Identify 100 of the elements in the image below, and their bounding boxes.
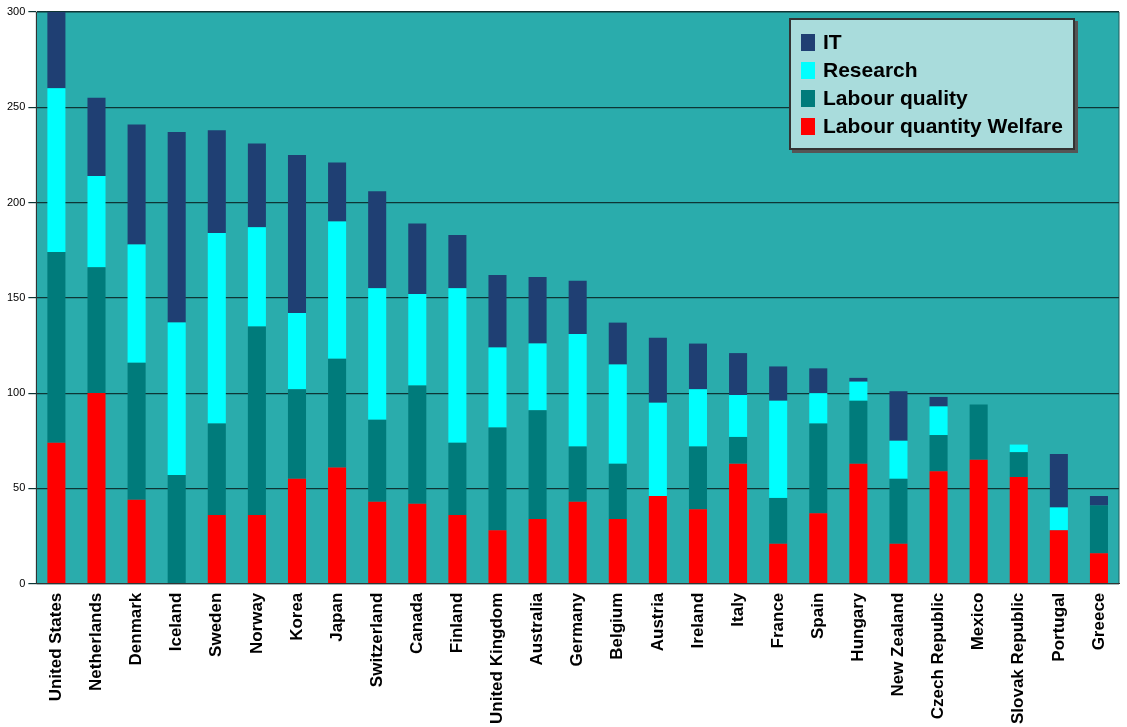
bar [929, 435, 948, 472]
bar [608, 463, 627, 519]
bar [1009, 476, 1028, 584]
bar [328, 467, 347, 584]
bar [688, 509, 707, 584]
x-tick-label: Canada [406, 592, 426, 655]
bar [769, 400, 788, 498]
bar [328, 162, 347, 222]
bar [368, 419, 387, 502]
x-tick-label: Switzerland [366, 592, 386, 688]
bar [568, 501, 587, 584]
x-tick-label: Mexico [968, 592, 988, 651]
bar [127, 499, 146, 584]
bar [287, 478, 307, 584]
x-tick-label: Iceland [166, 592, 186, 652]
bar [1009, 452, 1028, 477]
bar [488, 427, 507, 531]
bar [87, 393, 106, 584]
bar [287, 389, 307, 479]
bar [969, 404, 988, 460]
bar [608, 518, 627, 584]
x-tick-label: Australia [527, 592, 547, 666]
x-tick-label: Korea [286, 592, 306, 641]
bar [167, 322, 186, 476]
bar [247, 515, 266, 584]
bar [87, 97, 106, 176]
bar [167, 475, 186, 584]
x-tick-label: New Zealand [888, 592, 908, 697]
bar [328, 221, 347, 359]
bar [368, 501, 387, 584]
bar [688, 343, 707, 390]
bar [408, 223, 427, 295]
bar [729, 436, 748, 464]
legend-label: Research [823, 58, 918, 82]
bar [1049, 530, 1068, 584]
y-tick-label: 100 [6, 386, 26, 399]
bar [769, 543, 788, 584]
bar [769, 366, 788, 401]
bar [448, 234, 467, 289]
bar [608, 364, 627, 464]
legend-label: Labour quantity Welfare [823, 114, 1063, 138]
bar [247, 143, 266, 228]
bar [408, 294, 427, 386]
x-tick-label: Finland [447, 592, 467, 654]
bar [448, 442, 467, 516]
y-tick-label: 0 [19, 576, 26, 589]
bar [528, 343, 547, 411]
bar [849, 400, 868, 464]
bar [448, 288, 467, 443]
bar [47, 252, 66, 443]
x-tick-label: Denmark [126, 592, 146, 666]
x-tick-label: France [767, 592, 787, 649]
bar [849, 463, 868, 584]
y-tick-label: 50 [13, 481, 26, 494]
y-tick-label: 250 [6, 100, 26, 113]
bar [47, 88, 66, 253]
bar [608, 322, 627, 365]
bar [328, 358, 347, 468]
x-tick-label: Czech Republic [928, 592, 948, 720]
bar [247, 326, 266, 516]
x-tick-label: Norway [246, 592, 266, 655]
x-tick-label: Japan [326, 592, 346, 642]
bar [287, 313, 307, 390]
bar [809, 368, 828, 394]
bar [87, 175, 106, 268]
bar [849, 377, 868, 382]
bar [127, 244, 146, 363]
bar [688, 446, 707, 510]
bar [1089, 496, 1108, 506]
bar [207, 423, 226, 516]
x-tick-label: Portugal [1048, 592, 1068, 662]
bar [568, 446, 587, 502]
bar [929, 406, 948, 436]
bar [528, 410, 547, 519]
bar [849, 381, 868, 401]
bar [809, 513, 828, 584]
y-tick-label: 150 [6, 290, 26, 303]
bar [408, 503, 427, 584]
bar [368, 288, 387, 420]
bar [729, 395, 748, 437]
x-tick-label: Spain [807, 592, 827, 639]
bar [889, 391, 908, 441]
bar [488, 274, 507, 348]
y-tick-label: 300 [6, 5, 26, 18]
bar [929, 396, 948, 407]
bar [207, 515, 226, 584]
x-tick-label: Italy [727, 592, 747, 627]
bar [207, 233, 226, 424]
bar [648, 337, 667, 403]
x-tick-label: Austria [647, 592, 667, 652]
bar [889, 440, 908, 479]
bar [648, 496, 667, 584]
bar [488, 530, 507, 584]
bar [568, 280, 587, 335]
legend-label: IT [823, 30, 842, 54]
x-tick-label: Hungary [848, 592, 868, 662]
x-tick-label: Ireland [687, 592, 707, 649]
bar [448, 515, 467, 584]
x-tick-label: United States [46, 592, 66, 702]
bar [247, 227, 266, 327]
